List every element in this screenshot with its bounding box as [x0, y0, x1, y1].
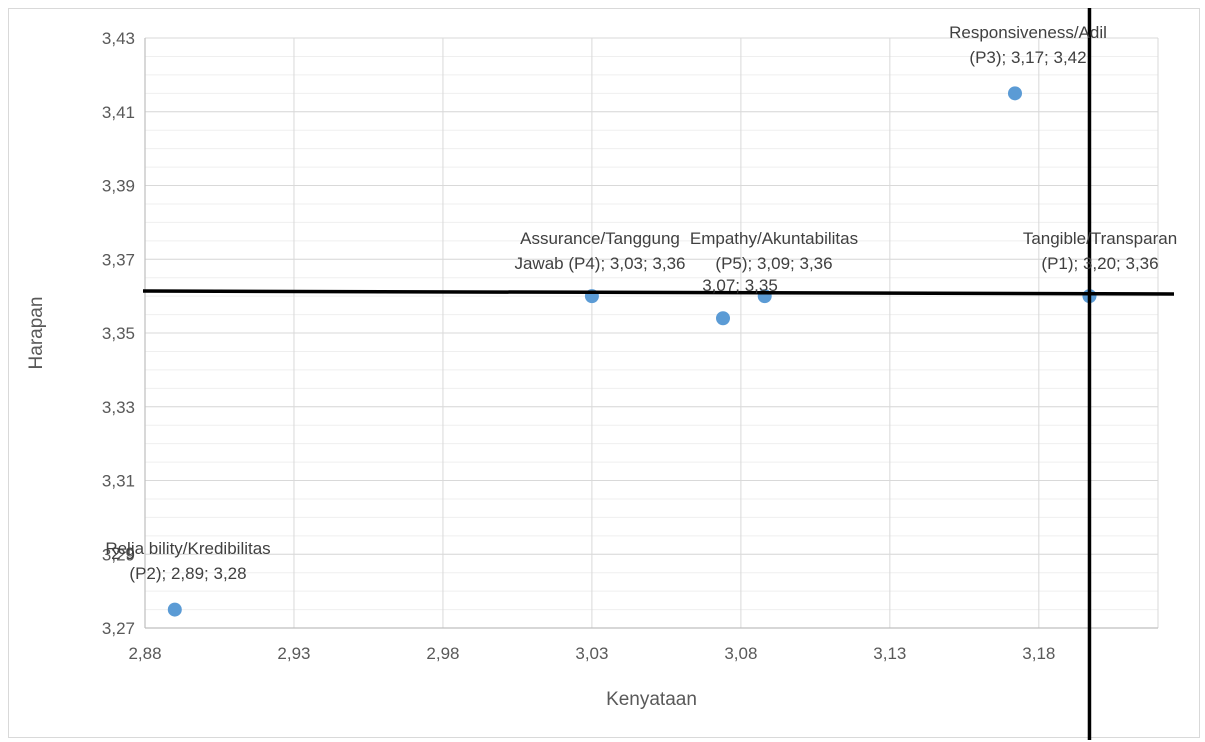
data-label: Tangible/Transparan — [1023, 229, 1177, 248]
y-tick-label: 3,37 — [102, 250, 135, 269]
data-point — [1007, 86, 1022, 101]
data-label: (P5); 3,09; 3,36 — [715, 254, 832, 273]
y-tick-label: 3,33 — [102, 398, 135, 417]
data-label: Assurance/Tanggung — [520, 229, 680, 248]
data-point — [167, 602, 182, 617]
reference-line-horizontal — [142, 289, 1175, 296]
data-label: Relia bility/Kredibilitas — [105, 539, 270, 558]
data-label: Jawab (P4); 3,03; 3,36 — [514, 254, 685, 273]
x-axis-title: Kenyataan — [606, 689, 697, 710]
x-tick-label: 3,13 — [873, 644, 906, 663]
y-tick-label: 3,27 — [102, 619, 135, 638]
data-label-overlay: 2 9 — [111, 544, 135, 563]
y-tick-label: 3,35 — [102, 324, 135, 343]
data-label: (P3); 3,17; 3,42 — [969, 48, 1086, 67]
x-tick-label: 2,98 — [426, 644, 459, 663]
y-tick-label: 3,39 — [102, 177, 135, 196]
data-label: 3,07; 3,35 — [702, 276, 778, 295]
y-tick-label: 3,41 — [102, 103, 135, 122]
chart-frame — [8, 8, 1200, 738]
y-tick-label: 3,43 — [102, 29, 135, 48]
x-tick-label: 2,93 — [277, 644, 310, 663]
y-axis-title: Harapan — [26, 297, 47, 370]
y-tick-label: 3,31 — [102, 472, 135, 491]
x-tick-label: 3,08 — [724, 644, 757, 663]
x-tick-label: 3,18 — [1022, 644, 1055, 663]
data-point — [716, 311, 731, 326]
data-label: (P2); 2,89; 3,28 — [129, 564, 246, 583]
data-label: (P1); 3,20; 3,36 — [1041, 254, 1158, 273]
data-label: Empathy/Akuntabilitas — [690, 229, 858, 248]
y-tick-label: 3,29 — [102, 545, 135, 564]
x-tick-label: 3,03 — [575, 644, 608, 663]
x-tick-label: 2,88 — [128, 644, 161, 663]
data-label: Responsiveness/Adil — [949, 23, 1107, 42]
